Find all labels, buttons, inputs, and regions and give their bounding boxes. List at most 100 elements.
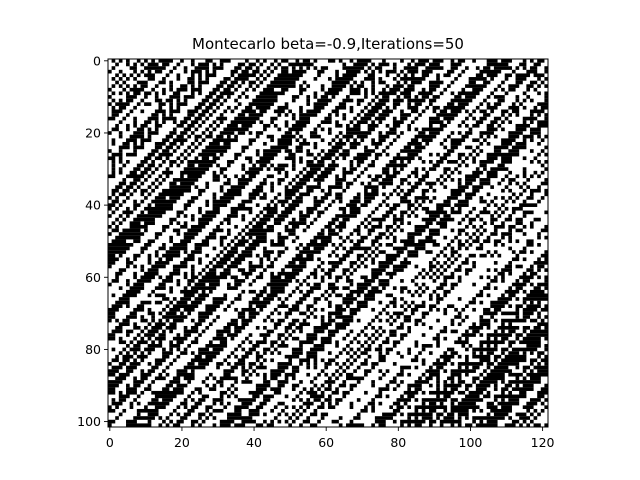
heatmap-cell-run bbox=[465, 123, 469, 128]
heatmap-cell-run bbox=[180, 174, 184, 179]
heatmap-cell-run bbox=[421, 300, 426, 305]
heatmap-cell-run bbox=[183, 275, 188, 280]
heatmap-cell-run bbox=[176, 156, 181, 161]
heatmap-cell-run bbox=[508, 261, 512, 265]
heatmap-cell-run bbox=[263, 59, 267, 63]
heatmap-cell-run bbox=[353, 138, 357, 143]
heatmap-cell-run bbox=[320, 239, 332, 244]
heatmap-cell-run bbox=[288, 293, 292, 298]
heatmap-cell-run bbox=[180, 289, 199, 294]
heatmap-cell-run bbox=[219, 188, 224, 193]
heatmap-cell-run bbox=[414, 398, 419, 402]
heatmap-cell-run bbox=[205, 264, 210, 269]
heatmap-cell-run bbox=[414, 95, 419, 99]
heatmap-cell-run bbox=[497, 98, 505, 103]
heatmap-cell-run bbox=[140, 170, 148, 175]
heatmap-cell-run bbox=[439, 271, 444, 276]
heatmap-cell-run bbox=[338, 243, 343, 247]
heatmap-cell-run bbox=[490, 279, 498, 283]
heatmap-cell-run bbox=[407, 102, 411, 106]
heatmap-cell-run bbox=[126, 62, 130, 67]
heatmap-cell-run bbox=[537, 322, 549, 327]
heatmap-cell-run bbox=[414, 174, 419, 179]
heatmap-cell-run bbox=[216, 105, 220, 110]
heatmap-cell-run bbox=[335, 279, 339, 283]
heatmap-cell-run bbox=[277, 311, 282, 316]
heatmap-cell-run bbox=[392, 123, 401, 128]
heatmap-cell-run bbox=[266, 224, 274, 229]
heatmap-cell-run bbox=[234, 116, 260, 121]
heatmap-cell-run bbox=[234, 325, 246, 330]
heatmap-cell-run bbox=[378, 300, 383, 305]
heatmap-cell-run bbox=[457, 279, 462, 283]
heatmap-cell-run bbox=[136, 408, 159, 413]
heatmap-cell-run bbox=[443, 145, 448, 150]
heatmap-cell-run bbox=[522, 246, 527, 251]
heatmap-cell-run bbox=[529, 160, 534, 164]
heatmap-cell-run bbox=[472, 329, 480, 334]
heatmap-cell-run bbox=[259, 156, 274, 161]
heatmap-cell-run bbox=[162, 62, 170, 67]
heatmap-cell-run bbox=[198, 217, 213, 222]
heatmap-cell-run bbox=[382, 59, 386, 63]
heatmap-cell-run bbox=[133, 416, 155, 420]
heatmap-cell-run bbox=[436, 203, 451, 207]
heatmap-cell-run bbox=[382, 307, 386, 312]
heatmap-cell-run bbox=[364, 113, 375, 117]
heatmap-cell-run bbox=[529, 80, 538, 85]
heatmap-cell-run bbox=[147, 307, 152, 312]
heatmap-cell-run bbox=[313, 145, 318, 150]
heatmap-cell-run bbox=[349, 109, 354, 114]
heatmap-cell-run bbox=[400, 279, 404, 283]
heatmap-cell-run bbox=[198, 362, 210, 366]
heatmap-cell-run bbox=[154, 362, 163, 366]
heatmap-cell-run bbox=[115, 62, 119, 67]
heatmap-cell-run bbox=[126, 257, 130, 262]
heatmap-cell-run bbox=[346, 185, 350, 189]
heatmap-cell-run bbox=[454, 315, 462, 319]
heatmap-cell-run bbox=[400, 69, 404, 74]
heatmap-cell-run bbox=[414, 318, 422, 323]
heatmap-cell-run bbox=[371, 84, 375, 88]
heatmap-cell-run bbox=[374, 336, 379, 341]
heatmap-cell-run bbox=[457, 239, 462, 244]
heatmap-cell-run bbox=[144, 59, 148, 63]
heatmap-cell-run bbox=[306, 66, 311, 70]
heatmap-cell-run bbox=[158, 163, 163, 168]
heatmap-cell-run bbox=[493, 383, 498, 388]
heatmap-cell-run bbox=[457, 170, 462, 175]
heatmap-cell-run bbox=[328, 329, 339, 334]
heatmap-cell-run bbox=[248, 138, 256, 143]
heatmap-cell-run bbox=[176, 405, 181, 410]
heatmap-cell-run bbox=[439, 141, 444, 146]
heatmap-cell-run bbox=[418, 351, 422, 355]
heatmap-cell-run bbox=[154, 322, 166, 327]
heatmap-cell-run bbox=[501, 293, 505, 298]
heatmap-cell-run bbox=[216, 253, 220, 258]
heatmap-cell-run bbox=[410, 300, 415, 305]
heatmap-cell-run bbox=[302, 419, 311, 424]
heatmap-cell-run bbox=[407, 253, 419, 258]
heatmap-cell-run bbox=[501, 203, 505, 207]
heatmap-cell-run bbox=[216, 362, 224, 366]
heatmap-cell-run bbox=[263, 77, 267, 81]
heatmap-cell-run bbox=[126, 196, 130, 200]
heatmap-cell-run bbox=[457, 59, 466, 63]
heatmap-cell-run bbox=[126, 214, 130, 218]
heatmap-cell-run bbox=[400, 336, 404, 341]
heatmap-cell-run bbox=[436, 380, 440, 384]
heatmap-cell-run bbox=[504, 73, 512, 78]
heatmap-cell-run bbox=[450, 178, 455, 182]
heatmap-cell-run bbox=[392, 228, 397, 233]
heatmap-cell-run bbox=[180, 131, 188, 135]
heatmap-cell-run bbox=[468, 243, 473, 247]
heatmap-cell-run bbox=[331, 160, 336, 164]
heatmap-cell-run bbox=[212, 66, 224, 70]
heatmap-cell-run bbox=[118, 372, 130, 377]
heatmap-cell-run bbox=[118, 286, 123, 290]
heatmap-cell-run bbox=[328, 401, 332, 406]
heatmap-cell-run bbox=[223, 87, 231, 92]
heatmap-cell-run bbox=[443, 214, 451, 218]
heatmap-cell-run bbox=[324, 380, 336, 384]
heatmap-cell-run bbox=[284, 275, 296, 280]
